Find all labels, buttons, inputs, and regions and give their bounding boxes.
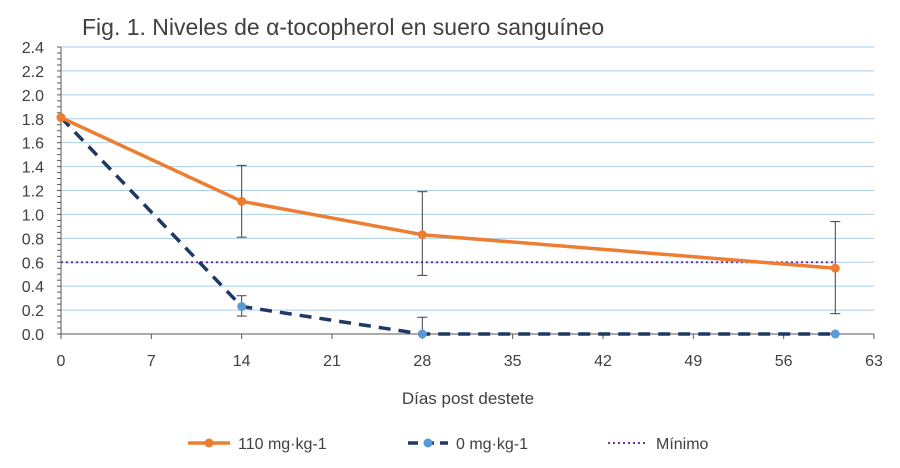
x-tick-label: 42 bbox=[594, 353, 612, 370]
x-tick-label: 56 bbox=[775, 353, 793, 370]
data-point bbox=[237, 301, 247, 311]
y-tick-label: 2.4 bbox=[22, 40, 44, 57]
x-tick-label: 21 bbox=[323, 353, 341, 370]
x-tick-label: 7 bbox=[147, 353, 156, 370]
legend-label: 0 mg·kg-1 bbox=[456, 436, 528, 453]
x-tick-label: 63 bbox=[865, 353, 883, 370]
y-tick-label: 0.8 bbox=[22, 231, 44, 248]
y-tick-label: 2.0 bbox=[22, 88, 44, 105]
data-point bbox=[830, 329, 840, 339]
axes bbox=[57, 46, 875, 339]
data-point bbox=[417, 230, 427, 240]
y-tick-label: 0.4 bbox=[22, 279, 44, 296]
x-tick-label: 35 bbox=[504, 353, 522, 370]
legend-label: Mínimo bbox=[656, 436, 709, 453]
legend: 110 mg·kg-1 0 mg·kg-1 Mínimo bbox=[188, 436, 709, 453]
legend-label: 110 mg·kg-1 bbox=[238, 436, 327, 453]
x-tick-label: 0 bbox=[57, 353, 66, 370]
y-tick-label: 0.6 bbox=[22, 255, 44, 272]
x-tick-label: 49 bbox=[684, 353, 702, 370]
x-tick-label: 28 bbox=[413, 353, 431, 370]
data-point bbox=[830, 263, 840, 273]
y-tick-label: 0.0 bbox=[22, 327, 44, 344]
y-tick-label: 1.6 bbox=[22, 136, 44, 153]
series-lines bbox=[56, 113, 841, 339]
legend-marker bbox=[204, 438, 214, 448]
series-line bbox=[59, 116, 836, 336]
x-tick-label: 14 bbox=[233, 353, 251, 370]
tick-labels: 0.0 0.2 0.4 0.6 0.8 1.0 1.2 1.4 1.6 1.8 2.0 2.2 2.4 0… bbox=[22, 40, 883, 370]
data-point bbox=[237, 196, 247, 206]
y-tick-label: 1.2 bbox=[22, 184, 44, 201]
y-tick-label: 1.0 bbox=[22, 207, 44, 224]
data-point bbox=[56, 113, 66, 123]
legend-marker bbox=[423, 438, 433, 448]
chart-title: Fig. 1. Niveles de α-tocopherol en suero… bbox=[82, 14, 605, 40]
series-line bbox=[59, 115, 838, 270]
y-tick-label: 1.8 bbox=[22, 112, 44, 129]
data-point bbox=[417, 329, 427, 339]
x-axis-title: Días post destete bbox=[402, 389, 534, 408]
y-tick-label: 2.2 bbox=[22, 64, 44, 81]
y-tick-label: 0.2 bbox=[22, 303, 44, 320]
gridlines bbox=[61, 46, 874, 311]
y-tick-label: 1.4 bbox=[22, 160, 44, 177]
